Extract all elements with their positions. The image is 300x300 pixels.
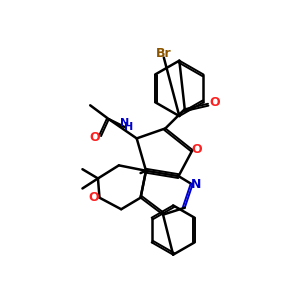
Text: H: H xyxy=(124,122,134,132)
Text: N: N xyxy=(121,118,130,128)
Text: O: O xyxy=(209,96,220,109)
Text: O: O xyxy=(191,143,202,157)
Text: O: O xyxy=(88,191,99,204)
Text: O: O xyxy=(89,131,100,144)
Text: Br: Br xyxy=(156,47,172,60)
Text: N: N xyxy=(190,178,201,191)
